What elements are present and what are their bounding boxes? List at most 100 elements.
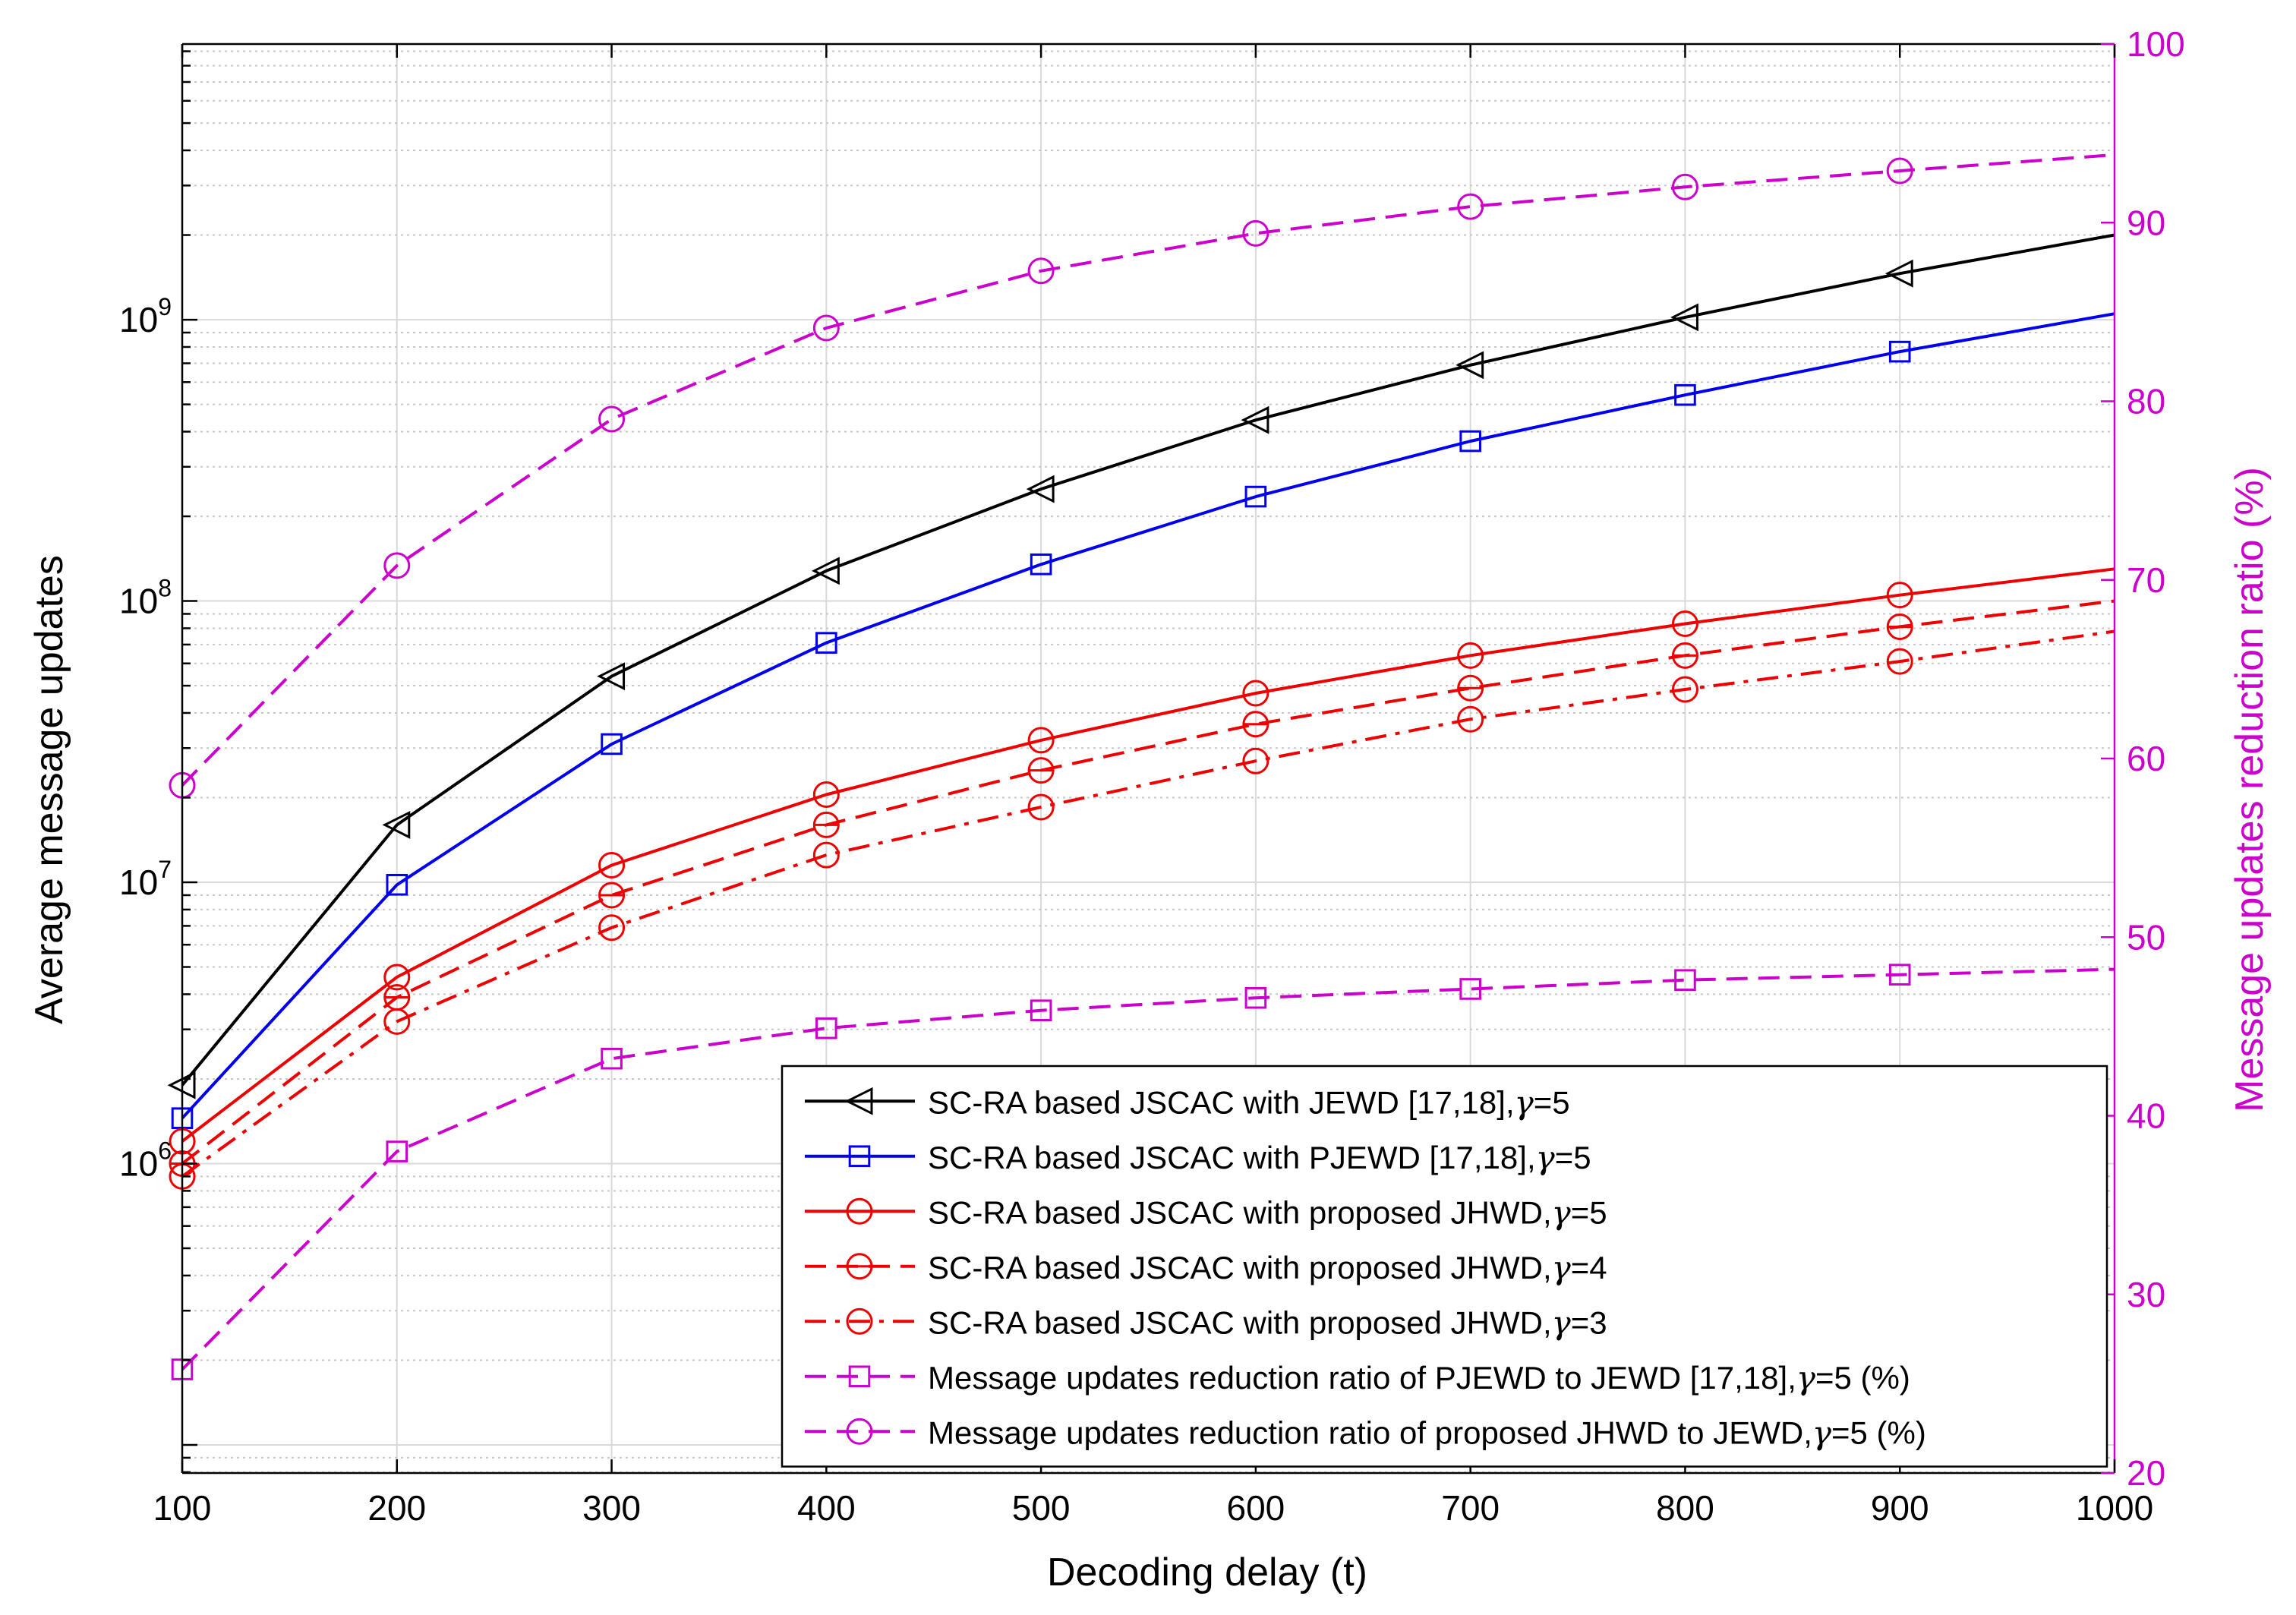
y-tick-label-exp: 6 xyxy=(158,1137,172,1164)
marker-square xyxy=(815,632,837,654)
marker-circle xyxy=(1886,157,1913,185)
y2-axis-label: Message updates reduction ratio (%) xyxy=(2228,467,2272,1112)
marker-square xyxy=(815,1017,837,1039)
legend-box xyxy=(781,1065,2108,1468)
legend-label-gamma-symbol: γ xyxy=(1796,1359,1816,1396)
x-tick-label: 400 xyxy=(797,1488,856,1528)
y-tick-label-base: 10 xyxy=(119,863,158,902)
legend-label: SC-RA based JSCAC with JEWD [17,18],γ=5 xyxy=(928,1084,1570,1121)
legend-label-name: Message updates reduction ratio of propo… xyxy=(928,1415,1812,1450)
y2-tick-label: 30 xyxy=(2127,1275,2165,1314)
marker-square xyxy=(1030,999,1052,1022)
marker-square xyxy=(1459,430,1481,453)
y-tick-label-exp: 8 xyxy=(158,575,172,602)
legend-label-gamma-value: =5 xyxy=(1555,1140,1591,1175)
y2-tick-label: 100 xyxy=(2127,24,2185,64)
marker-circle xyxy=(1242,219,1269,247)
marker-circle xyxy=(1457,705,1484,733)
marker-square xyxy=(601,733,623,755)
marker-circle xyxy=(1671,173,1698,200)
legend-label-name: SC-RA based JSCAC with proposed JHWD, xyxy=(928,1304,1552,1340)
legend-label-gamma-symbol: γ xyxy=(1515,1084,1534,1121)
x-tick-label: 100 xyxy=(153,1488,212,1528)
marker-square xyxy=(848,1145,871,1168)
legend-label-gamma-symbol: γ xyxy=(1812,1414,1832,1451)
legend-label: SC-RA based JSCAC with PJEWD [17,18],γ=5 xyxy=(928,1139,1591,1176)
series-line xyxy=(181,233,2115,1087)
y-tick-label-base: 10 xyxy=(119,1143,158,1183)
legend-label-name: SC-RA based JSCAC with JEWD [17,18], xyxy=(928,1084,1515,1120)
legend-label-gamma-value: =5 xyxy=(1534,1084,1570,1120)
y-tick-label-base: 10 xyxy=(119,300,158,339)
marker-circle xyxy=(1671,676,1698,703)
y2-tick-label: 80 xyxy=(2127,382,2165,421)
marker-circle xyxy=(1457,193,1484,220)
marker-circle xyxy=(812,314,840,342)
marker-triangle xyxy=(1241,405,1269,434)
legend-label-gamma-value: =5 (%) xyxy=(1831,1415,1926,1450)
marker-square xyxy=(1674,969,1696,992)
marker-circle xyxy=(846,1307,873,1335)
marker-circle xyxy=(846,1418,873,1445)
x-tick-label: 700 xyxy=(1441,1488,1500,1528)
legend-label: Message updates reduction ratio of propo… xyxy=(928,1414,1926,1451)
y-tick-label-exp: 9 xyxy=(158,293,172,320)
legend-label: SC-RA based JSCAC with proposed JHWD,γ=4 xyxy=(928,1249,1607,1286)
marker-square xyxy=(601,1047,623,1070)
y-tick-label: 108 xyxy=(119,575,172,621)
marker-circle xyxy=(1027,257,1055,285)
marker-square xyxy=(1888,340,1911,363)
legend-label-gamma-value: =5 (%) xyxy=(1815,1360,1910,1396)
series-line xyxy=(181,967,2115,1371)
y-tick-label: 106 xyxy=(119,1137,172,1183)
legend-label-gamma-symbol: γ xyxy=(1536,1139,1556,1176)
legend-label: Message updates reduction ratio of PJEWD… xyxy=(928,1359,1910,1396)
y-tick-label-base: 10 xyxy=(119,582,158,621)
legend-label-name: Message updates reduction ratio of PJEWD… xyxy=(928,1360,1796,1396)
marker-circle xyxy=(1242,747,1269,774)
legend-label-name: SC-RA based JSCAC with proposed JHWD, xyxy=(928,1194,1552,1230)
marker-circle xyxy=(1457,642,1484,669)
legend-label: SC-RA based JSCAC with proposed JHWD,γ=3 xyxy=(928,1304,1607,1341)
axes: 100 200 300 400 500 600 700 800 900 1000106107108… xyxy=(119,24,2185,1528)
marker-circle xyxy=(1242,680,1269,707)
y-tick-label: 109 xyxy=(119,293,172,339)
x-tick-label: 900 xyxy=(1871,1488,1929,1528)
legend-label: SC-RA based JSCAC with proposed JHWD,γ=5 xyxy=(928,1194,1607,1231)
marker-square xyxy=(848,1365,871,1388)
legend-label-gamma-value: =5 xyxy=(1571,1194,1607,1230)
y-tick-label-exp: 7 xyxy=(158,856,172,883)
marker-triangle xyxy=(1884,259,1913,288)
marker-circle xyxy=(1671,610,1698,638)
marker-circle xyxy=(812,841,840,869)
marker-circle xyxy=(598,852,626,879)
marker-circle xyxy=(1886,582,1913,609)
marker-circle xyxy=(383,552,411,579)
marker-circle xyxy=(1027,727,1055,754)
x-tick-label: 300 xyxy=(582,1488,641,1528)
marker-square xyxy=(1459,978,1481,1000)
marker-square xyxy=(1674,383,1696,406)
marker-triangle xyxy=(1670,303,1698,332)
y2-tick-label: 90 xyxy=(2127,203,2165,242)
y2-tick-label: 70 xyxy=(2127,560,2165,600)
series-2 xyxy=(171,312,2115,1129)
marker-triangle xyxy=(1456,351,1484,380)
legend-label-gamma-value: =4 xyxy=(1571,1250,1607,1285)
y2-tick-label: 50 xyxy=(2127,917,2165,957)
series-line xyxy=(181,599,2115,1166)
series-3 xyxy=(169,567,2115,1155)
marker-circle xyxy=(846,1197,873,1225)
legend-label-name: SC-RA based JSCAC with PJEWD [17,18], xyxy=(928,1140,1536,1175)
marker-circle xyxy=(598,405,626,433)
marker-circle xyxy=(383,1008,411,1035)
marker-square xyxy=(1244,986,1267,1009)
series-line xyxy=(181,312,2115,1120)
y-axis-label: Average message updates xyxy=(27,555,71,1024)
marker-triangle xyxy=(1026,475,1055,503)
marker-square xyxy=(1030,553,1052,576)
x-tick-label: 1000 xyxy=(2076,1488,2153,1528)
marker-triangle xyxy=(811,557,840,585)
x-tick-label: 600 xyxy=(1227,1488,1285,1528)
x-tick-label: 200 xyxy=(367,1488,426,1528)
